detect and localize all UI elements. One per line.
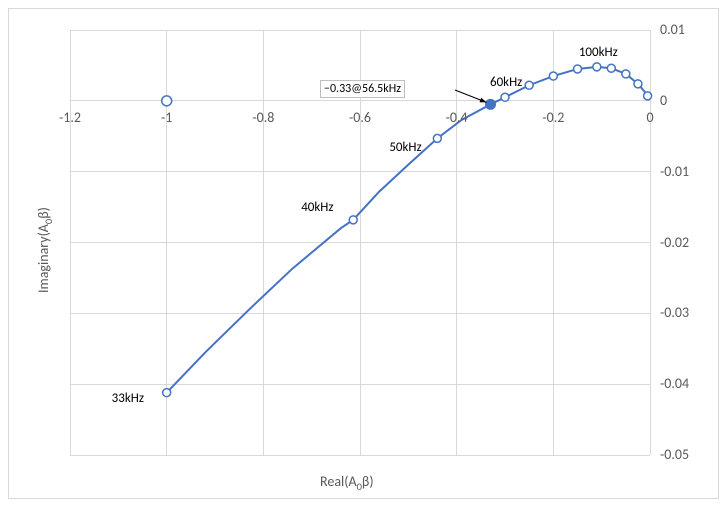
- reference-point-marker: [162, 96, 172, 106]
- x-tick-label: -0.6: [340, 109, 380, 126]
- data-point-marker: [622, 70, 630, 78]
- y-tick-label: -0.02: [660, 234, 689, 251]
- callout-label: −0.33@56.5kHz: [320, 80, 405, 98]
- data-point-label: 33kHz: [112, 391, 144, 406]
- x-tick-label: -0.2: [533, 109, 573, 126]
- data-point-marker: [525, 81, 533, 89]
- y-tick-label: 0.01: [660, 21, 685, 38]
- data-point-label: 40kHz: [301, 200, 333, 215]
- data-point-marker: [549, 72, 557, 80]
- x-tick-label: -0.8: [243, 109, 283, 126]
- data-point-label: 60kHz: [490, 75, 522, 90]
- x-tick-label: -0.4: [437, 109, 477, 126]
- data-point-marker: [634, 80, 642, 88]
- data-point-marker: [593, 63, 601, 71]
- highlight-point-marker: [486, 99, 496, 109]
- callout-arrowhead: [480, 98, 487, 103]
- x-axis-title: Real(A0β): [320, 473, 374, 493]
- data-point-marker: [433, 134, 441, 142]
- data-point-marker: [644, 92, 652, 100]
- data-point-marker: [501, 93, 509, 101]
- y-tick-label: -0.04: [660, 375, 689, 392]
- x-tick-label: -1: [147, 109, 187, 126]
- data-point-marker: [163, 389, 171, 397]
- data-point-marker: [607, 64, 615, 72]
- series-curve: [167, 67, 648, 393]
- plot-area: [0, 0, 727, 507]
- data-point-label: 50kHz: [389, 140, 421, 155]
- nyquist-chart: -1.2 -1 -0.8 -0.6 -0.4 -0.2 0 0.01 0 -0.01 -0.02 -0…: [0, 0, 727, 507]
- x-tick-label: 0: [630, 109, 670, 126]
- data-point-label: 100kHz: [579, 45, 618, 60]
- data-point-marker: [574, 65, 582, 73]
- y-tick-label: 0: [660, 92, 667, 109]
- y-tick-label: -0.05: [660, 446, 689, 463]
- x-tick-label: -1.2: [50, 109, 90, 126]
- y-tick-label: -0.03: [660, 304, 689, 321]
- y-axis-title: Imaginary(A0β): [35, 207, 55, 293]
- y-tick-label: -0.01: [660, 163, 689, 180]
- data-point-marker: [349, 216, 357, 224]
